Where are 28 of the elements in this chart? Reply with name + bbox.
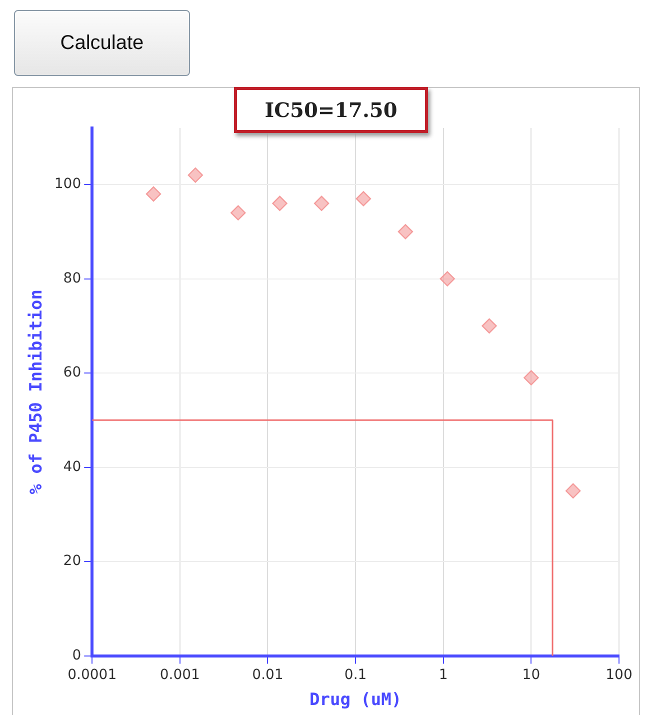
y-tick-label: 80 xyxy=(63,270,82,286)
point xyxy=(314,196,330,211)
point xyxy=(524,370,539,386)
point xyxy=(356,191,372,206)
x-tick-label: 1 xyxy=(438,666,448,683)
x-tick-label: 0.01 xyxy=(252,666,284,683)
point xyxy=(272,196,288,211)
y-tick-label: 20 xyxy=(63,553,82,570)
point xyxy=(230,205,246,220)
x-tick-label: 0.001 xyxy=(160,666,200,683)
y-tick-label: 100 xyxy=(54,176,82,192)
chart-title: IC50=17.50 xyxy=(234,87,428,133)
x-tick-label: 0.1 xyxy=(344,666,367,683)
y-tick-label: 0 xyxy=(72,647,82,664)
point xyxy=(146,186,162,202)
point xyxy=(565,483,581,498)
x-tick-label: 100 xyxy=(606,666,632,683)
x-tick-label: 10 xyxy=(522,666,540,683)
point xyxy=(482,318,497,334)
y-tick-label: 40 xyxy=(63,458,82,475)
calculate-button: Calculate xyxy=(14,10,190,76)
point xyxy=(398,224,414,240)
point xyxy=(440,271,455,286)
y-tick-label: 60 xyxy=(63,364,82,381)
y-axis-title: % of P450 Inhibition xyxy=(26,290,47,494)
point xyxy=(188,168,203,183)
x-tick-label: 0.0001 xyxy=(68,666,117,683)
x-axis-title: Drug (uM) xyxy=(310,690,402,710)
